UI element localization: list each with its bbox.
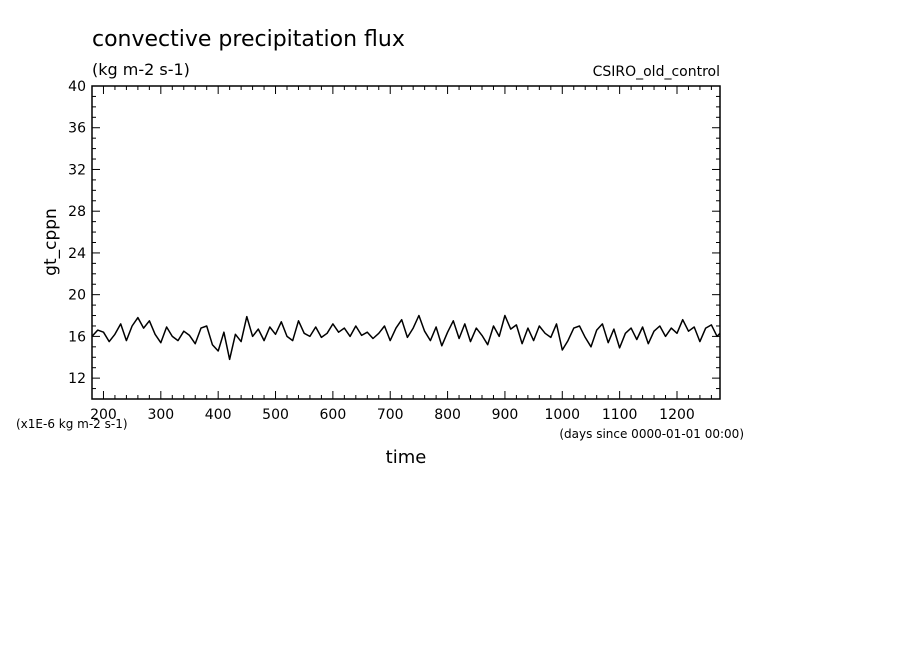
y-tick-label: 32 <box>68 162 86 178</box>
chart-title: convective precipitation flux <box>92 27 405 52</box>
x-tick-label: 1200 <box>659 407 695 423</box>
y-tick-label: 28 <box>68 204 86 220</box>
x-tick-label: 400 <box>205 407 232 423</box>
y-scale-note: (x1E-6 kg m-2 s-1) <box>16 417 128 431</box>
x-tick-label: 600 <box>320 407 347 423</box>
dataset-label: CSIRO_old_control <box>593 64 720 80</box>
x-axis-label: time <box>386 447 427 468</box>
x-tick-label: 200 <box>90 407 117 423</box>
x-tick-label: 300 <box>147 407 174 423</box>
y-axis-label: gt_cppn <box>41 208 61 276</box>
x-tick-label: 500 <box>262 407 289 423</box>
y-tick-label: 24 <box>68 246 86 262</box>
x-tick-label: 800 <box>434 407 461 423</box>
x-tick-label: 1000 <box>544 407 580 423</box>
x-tick-label: 1100 <box>602 407 638 423</box>
series-group <box>91 314 721 361</box>
x-units-note: (days since 0000-01-01 00:00) <box>559 427 744 441</box>
y-tick-label: 16 <box>68 329 86 345</box>
plot-frame <box>91 85 721 400</box>
y-tick-label: 20 <box>68 288 86 304</box>
chart-subtitle: (kg m-2 s-1) <box>92 60 190 79</box>
x-tick-label: 900 <box>492 407 519 423</box>
x-axis-ticks: 200 300 400 500 600 700 800 900 1000 1100 1200 <box>90 86 712 423</box>
y-tick-label: 40 <box>68 79 86 95</box>
y-tick-label: 12 <box>68 371 86 387</box>
x-tick-label: 700 <box>377 407 404 423</box>
y-tick-label: 36 <box>68 121 86 137</box>
y-axis-ticks: 12 16 20 24 28 32 36 40 <box>68 79 720 400</box>
series-line <box>91 314 721 361</box>
